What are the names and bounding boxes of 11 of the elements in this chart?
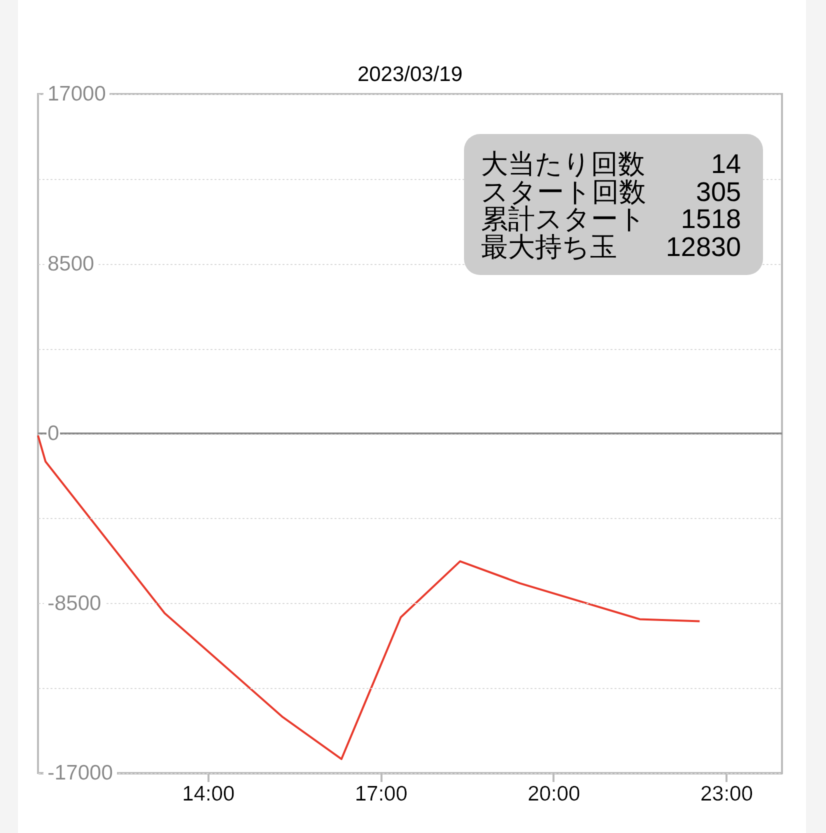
y-tick-label: 8500 xyxy=(48,252,94,276)
x-tick-label: 14:00 xyxy=(182,782,235,806)
x-tick-label: 20:00 xyxy=(528,782,580,806)
x-tick-label: 23:00 xyxy=(700,782,753,806)
x-tick-label: 17:00 xyxy=(354,782,408,806)
y-tick-label: 17000 xyxy=(48,82,106,106)
chart-title: 2023/03/19 xyxy=(357,63,463,86)
y-tick-label: -8500 xyxy=(48,592,102,615)
stats-box: 大当たり回数 14 スタート回数 305 累計スタート 1518 最大持ち玉 12830 xyxy=(464,134,763,275)
y-tick-label: 0 xyxy=(48,422,60,445)
y-tick-label: -17000 xyxy=(48,762,113,784)
